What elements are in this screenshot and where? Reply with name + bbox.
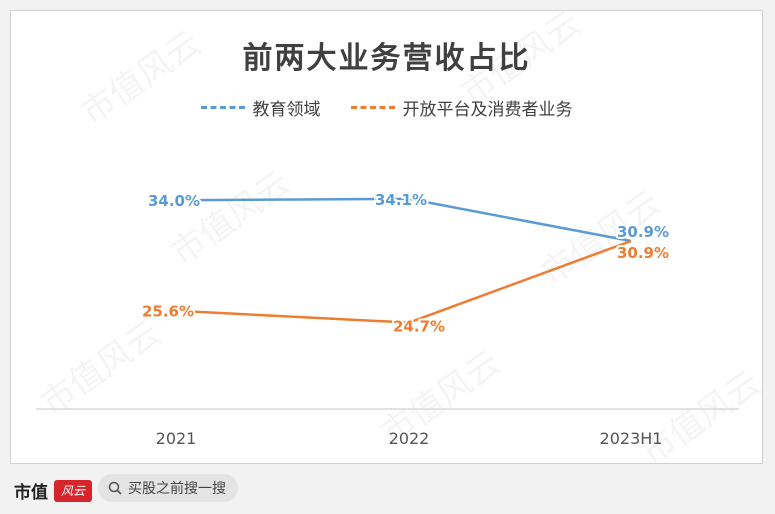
legend-label: 教育领域 — [252, 100, 321, 120]
search-text: 买股之前搜一搜 — [128, 481, 226, 497]
data-label: 30.9% — [617, 244, 669, 262]
x-tick-label: 2023H1 — [600, 429, 663, 448]
legend-item: 开放平台及消费者业务 — [350, 95, 573, 120]
data-label: 34.0% — [148, 192, 200, 210]
data-label: 30.9% — [617, 223, 669, 241]
data-label: 24.7% — [393, 318, 445, 336]
x-tick-label: 2022 — [389, 429, 430, 448]
legend-label: 开放平台及消费者业务 — [402, 100, 573, 120]
brand-text: 市值 — [14, 483, 48, 503]
x-tick-label: 2021 — [156, 429, 197, 448]
data-label: 34.1% — [375, 191, 427, 209]
series-line — [175, 239, 632, 324]
legend-item: 教育领域 — [200, 95, 321, 120]
chart-title: 前两大业务营收占比 — [242, 41, 531, 76]
search-icon — [108, 481, 122, 495]
series-line — [175, 197, 632, 243]
brand-mark: 风云 — [54, 479, 92, 502]
data-label: 25.6% — [142, 303, 194, 321]
legend-swatch-series-2 — [350, 106, 395, 109]
search-box[interactable]: 买股之前搜一搜 — [98, 474, 238, 502]
legend: 教育领域 开放平台及消费者业务 — [11, 95, 762, 120]
legend-swatch-series-1 — [200, 106, 245, 109]
line-chart: 2021 2022 2023H1 34.0% 34.1% 30.9% 25.6% 24.7% 3… — [36, 189, 739, 448]
brand-logo: 市值 风云 — [14, 478, 92, 503]
